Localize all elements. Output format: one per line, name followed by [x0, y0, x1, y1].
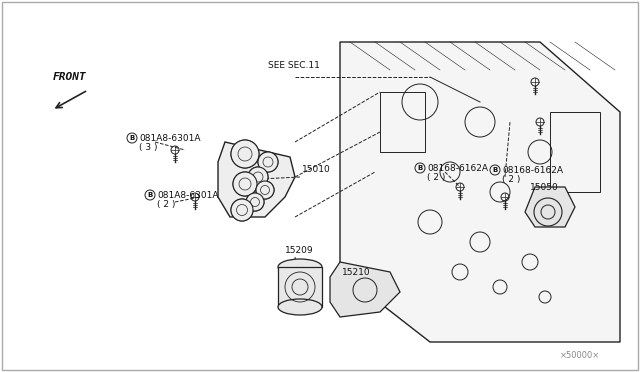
Text: 15010: 15010	[302, 165, 331, 174]
Bar	[380, 92, 425, 152]
Ellipse shape	[278, 259, 322, 275]
Text: SEE SEC.11: SEE SEC.11	[268, 61, 320, 70]
Text: 08168-6162A: 08168-6162A	[502, 166, 563, 174]
Text: 15209: 15209	[285, 246, 314, 255]
Text: B: B	[129, 135, 134, 141]
Text: ( 2 ): ( 2 )	[427, 173, 445, 182]
Bar	[550, 112, 600, 192]
Text: ×50000×: ×50000×	[560, 351, 600, 360]
Bar	[278, 267, 322, 307]
Circle shape	[248, 167, 268, 187]
Text: B: B	[492, 167, 498, 173]
Circle shape	[258, 152, 278, 172]
Polygon shape	[525, 187, 575, 227]
Text: 081A8-6301A: 081A8-6301A	[157, 190, 218, 199]
Text: B: B	[417, 165, 422, 171]
Text: ( 2 ): ( 2 )	[157, 199, 175, 208]
Circle shape	[246, 193, 264, 211]
Text: B: B	[147, 192, 152, 198]
Circle shape	[233, 172, 257, 196]
Polygon shape	[330, 262, 400, 317]
Text: 15050: 15050	[530, 183, 559, 192]
Text: 08168-6162A: 08168-6162A	[427, 164, 488, 173]
Text: FRONT: FRONT	[53, 72, 87, 82]
Text: 081A8-6301A: 081A8-6301A	[139, 134, 200, 142]
Text: 15210: 15210	[342, 268, 371, 277]
Circle shape	[231, 199, 253, 221]
Text: ( 2 ): ( 2 )	[502, 174, 520, 183]
Text: ( 3 ): ( 3 )	[139, 142, 157, 151]
Circle shape	[256, 181, 274, 199]
Circle shape	[231, 140, 259, 168]
Polygon shape	[218, 142, 295, 217]
Ellipse shape	[278, 299, 322, 315]
Polygon shape	[340, 42, 620, 342]
